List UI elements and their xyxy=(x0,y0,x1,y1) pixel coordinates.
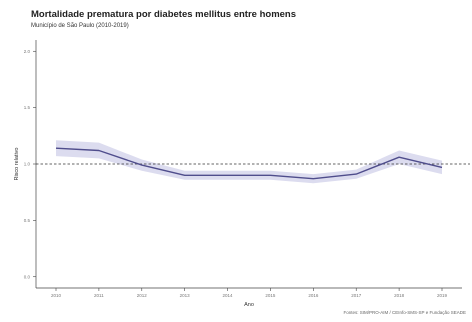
x-axis-title: Ano xyxy=(244,302,254,308)
y-tick-label: 2.0 xyxy=(24,49,31,54)
series-line xyxy=(55,147,443,180)
x-tick-label: 2015 xyxy=(265,293,276,298)
x-tick-label: 2019 xyxy=(437,293,448,298)
x-tick-label: 2017 xyxy=(351,293,362,298)
confidence-band xyxy=(56,140,442,184)
x-tick-label: 2010 xyxy=(51,293,62,298)
x-tick-label: 2014 xyxy=(223,293,234,298)
x-tick-label: 2013 xyxy=(180,293,191,298)
x-tick-label: 2018 xyxy=(394,293,405,298)
chart-subtitle: Município de São Paulo (2010-2019) xyxy=(31,23,129,29)
y-tick-label: 1.0 xyxy=(24,162,31,167)
y-tick-label: 0.0 xyxy=(24,274,31,279)
chart-caption: Fontes: SIM/PRO-AIM / CEInfo-SMS-SP e Fu… xyxy=(343,310,466,315)
x-tick-label: 2016 xyxy=(308,293,319,298)
x-tick-label: 2011 xyxy=(94,293,104,298)
y-axis-title: Risco relativo xyxy=(14,147,20,180)
chart-title: Mortalidade prematura por diabetes melli… xyxy=(31,9,297,20)
x-tick-label: 2012 xyxy=(137,293,148,298)
y-tick-label: 0.5 xyxy=(24,218,31,223)
y-tick-label: 1.5 xyxy=(24,105,31,110)
